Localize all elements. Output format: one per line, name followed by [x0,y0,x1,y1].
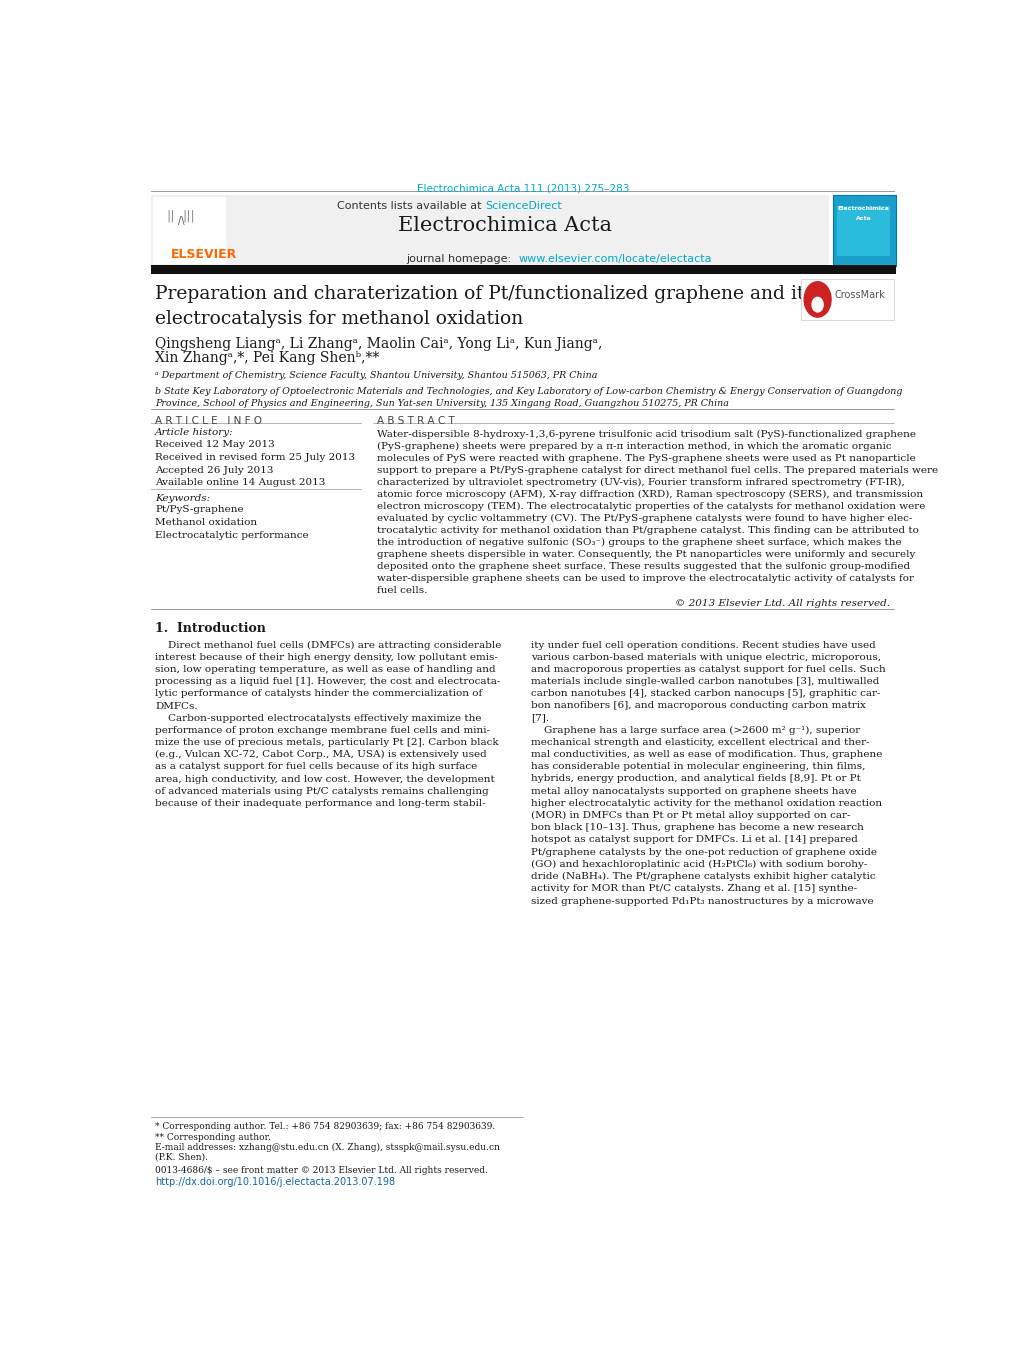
Circle shape [811,297,822,312]
Text: ity under fuel cell operation conditions. Recent studies have used
various carbo: ity under fuel cell operation conditions… [530,640,884,905]
FancyBboxPatch shape [151,196,827,266]
Text: 0013-4686/$ – see front matter © 2013 Elsevier Ltd. All rights reserved.: 0013-4686/$ – see front matter © 2013 El… [155,1166,487,1175]
Text: ScienceDirect: ScienceDirect [484,200,561,211]
FancyBboxPatch shape [153,197,225,263]
Text: (P.K. Shen).: (P.K. Shen). [155,1152,208,1162]
Text: Preparation and charaterization of Pt/functionalized graphene and its
electrocat: Preparation and charaterization of Pt/fu… [155,285,813,328]
Text: Electrochimica Acta 111 (2013) 275–283: Electrochimica Acta 111 (2013) 275–283 [416,184,629,195]
Text: 1.  Introduction: 1. Introduction [155,621,266,635]
Text: Direct methanol fuel cells (DMFCs) are attracting considerable
interest because : Direct methanol fuel cells (DMFCs) are a… [155,640,501,808]
Text: Electrochimica Acta: Electrochimica Acta [398,216,611,235]
Text: www.elsevier.com/locate/electacta: www.elsevier.com/locate/electacta [519,254,711,263]
Text: A B S T R A C T: A B S T R A C T [376,416,453,426]
Text: http://dx.doi.org/10.1016/j.electacta.2013.07.198: http://dx.doi.org/10.1016/j.electacta.20… [155,1178,395,1188]
FancyBboxPatch shape [800,278,894,320]
FancyBboxPatch shape [832,196,895,266]
Circle shape [803,282,830,317]
Text: ELSEVIER: ELSEVIER [171,249,237,262]
Text: * Corresponding author. Tel.: +86 754 82903639; fax: +86 754 82903639.: * Corresponding author. Tel.: +86 754 82… [155,1123,495,1131]
Text: Pt/PyS-graphene
Methanol oxidation
Electrocatalytic performance: Pt/PyS-graphene Methanol oxidation Elect… [155,505,309,540]
Text: CrossMark: CrossMark [835,290,884,300]
Text: ** Corresponding author.: ** Corresponding author. [155,1132,271,1142]
Text: © 2013 Elsevier Ltd. All rights reserved.: © 2013 Elsevier Ltd. All rights reserved… [675,598,890,608]
Text: Article history:: Article history: [155,428,233,438]
Text: A R T I C L E   I N F O: A R T I C L E I N F O [155,416,262,426]
FancyBboxPatch shape [836,205,890,255]
Text: journal homepage:: journal homepage: [406,254,514,263]
Text: Qingsheng Liangᵃ, Li Zhangᵃ, Maolin Caiᵃ, Yong Liᵃ, Kun Jiangᵃ,: Qingsheng Liangᵃ, Li Zhangᵃ, Maolin Caiᵃ… [155,336,602,351]
Text: Keywords:: Keywords: [155,494,210,503]
Text: b State Key Laboratory of Optoelectronic Materials and Technologies, and Key Lab: b State Key Laboratory of Optoelectronic… [155,386,902,408]
Text: ᵃ Department of Chemistry, Science Faculty, Shantou University, Shantou 515063, : ᵃ Department of Chemistry, Science Facul… [155,372,597,380]
Text: ||: || [166,209,175,223]
Text: Water-dispersible 8-hydroxy-1,3,6-pyrene trisulfonic acid trisodium salt (PyS)-f: Water-dispersible 8-hydroxy-1,3,6-pyrene… [376,430,936,594]
Text: E-mail addresses: xzhang@stu.edu.cn (X. Zhang), stsspk@mail.sysu.edu.cn: E-mail addresses: xzhang@stu.edu.cn (X. … [155,1143,499,1152]
Text: Electrochimica: Electrochimica [837,205,889,211]
Text: Contents lists available at: Contents lists available at [336,200,484,211]
Text: /\: /\ [178,216,184,226]
Text: Received 12 May 2013
Received in revised form 25 July 2013
Accepted 26 July 2013: Received 12 May 2013 Received in revised… [155,440,355,488]
Text: Xin Zhangᵃ,*, Pei Kang Shenᵇ,**: Xin Zhangᵃ,*, Pei Kang Shenᵇ,** [155,351,379,366]
Text: |||: ||| [182,209,196,223]
Text: Acta: Acta [855,216,870,222]
Bar [151,265,895,274]
